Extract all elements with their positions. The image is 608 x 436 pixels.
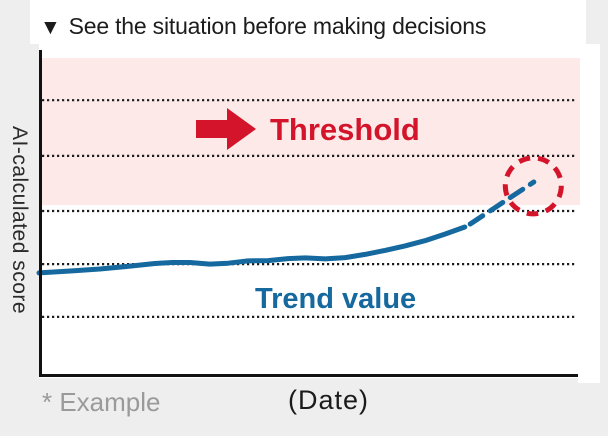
plot-background-notch xyxy=(578,378,600,383)
example-footnote: * Example xyxy=(42,387,161,417)
threshold-arrow-icon xyxy=(196,108,256,150)
trend-value-label: Trend value xyxy=(255,283,417,315)
page-title-text: See the situation before making decision… xyxy=(68,13,487,39)
threshold-band xyxy=(42,58,580,206)
title-band-background xyxy=(30,0,586,44)
chart-dynamic-layer xyxy=(36,58,580,318)
alert-circle-icon xyxy=(502,155,564,217)
page-title: ▼ See the situation before making decisio… xyxy=(40,13,486,40)
y-axis-label: AI-calculated score xyxy=(8,125,31,315)
trend-line-dashed xyxy=(467,179,537,227)
trend-line-solid xyxy=(36,224,468,276)
triangle-marker-icon: ▼ xyxy=(40,16,61,39)
threshold-label: Threshold xyxy=(270,112,420,147)
x-axis-label: (Date) xyxy=(288,385,370,415)
